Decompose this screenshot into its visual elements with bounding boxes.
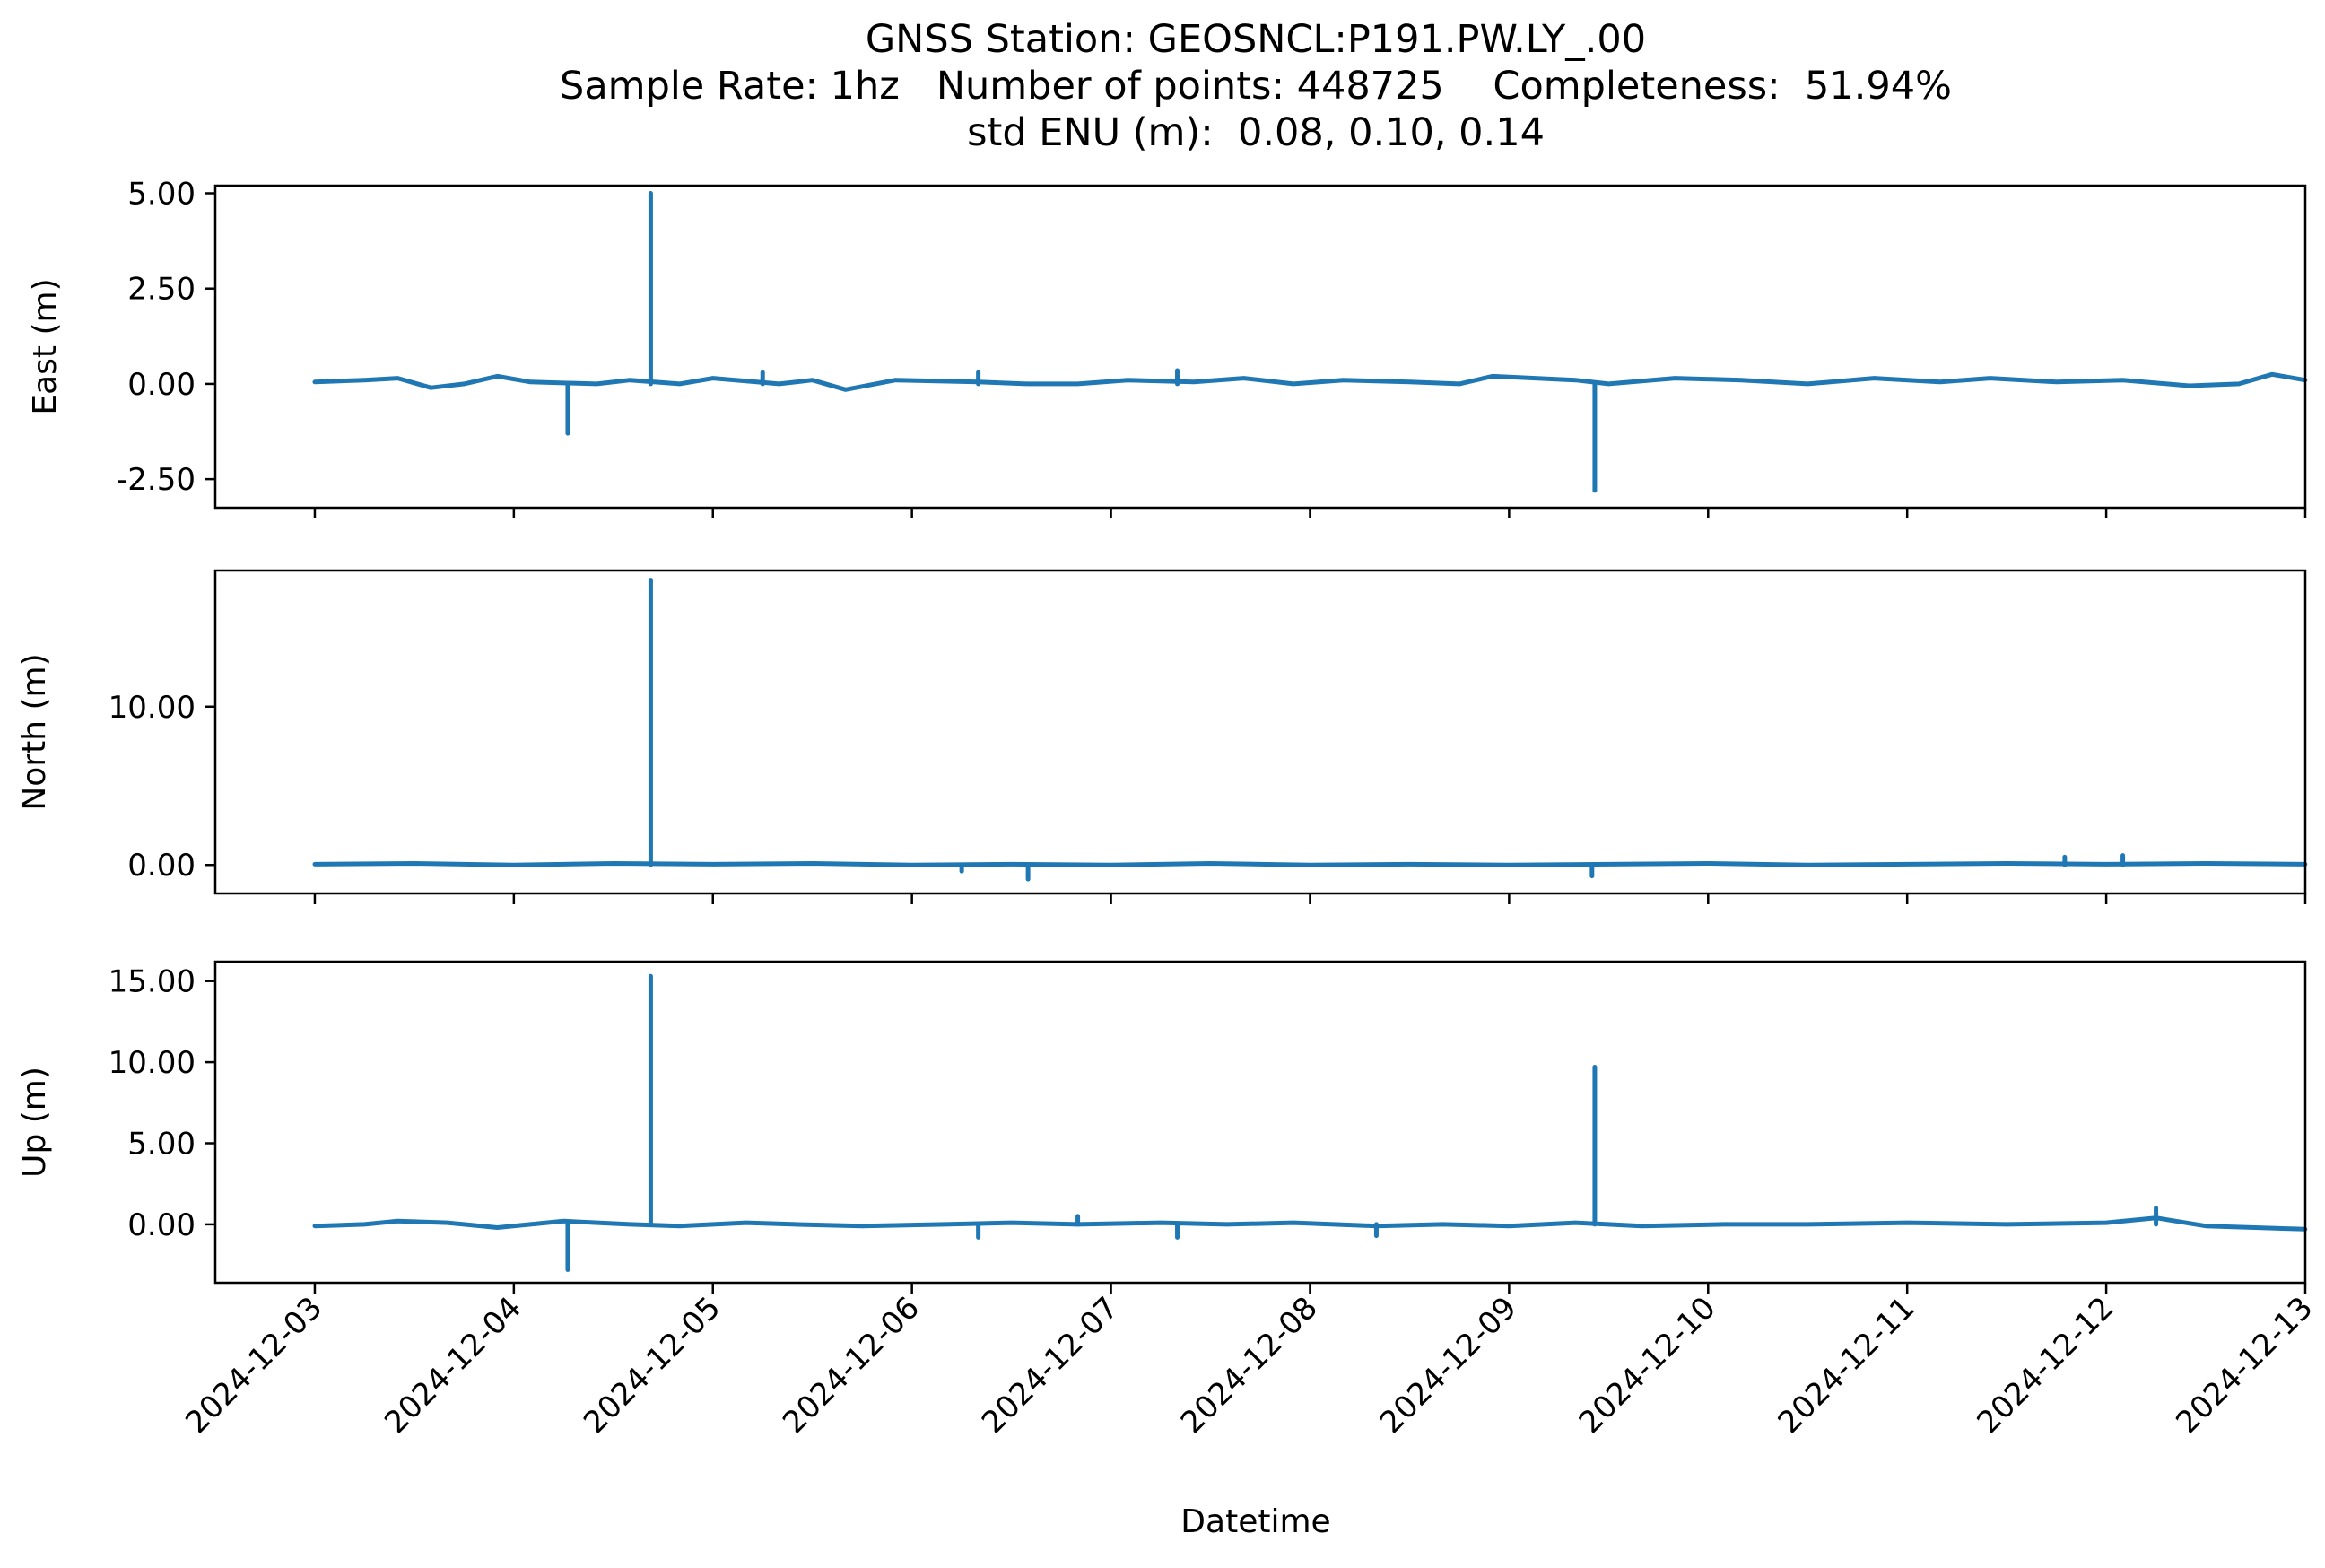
x-tick-label: 2024-12-13 — [2169, 1290, 2320, 1441]
panels-group: 5.00 2.50 0.00 -2.50 East (m) 10.00 0.00 North … — [16, 176, 2320, 1441]
panel-north: 10.00 0.00 North (m) — [16, 569, 2308, 904]
y-axis-label: North (m) — [16, 653, 53, 810]
title-sample-info: Sample Rate: 1hz Number of points: 44872… — [560, 64, 1952, 109]
y-tick-label: 0.00 — [127, 1207, 196, 1243]
x-tick-label: 2024-12-11 — [1772, 1290, 1922, 1441]
y-axis-label: Up (m) — [16, 1067, 53, 1178]
panel-east: 5.00 2.50 0.00 -2.50 East (m) — [27, 176, 2308, 518]
x-tick-label: 2024-12-06 — [776, 1290, 927, 1441]
x-tick-label: 2024-12-05 — [577, 1290, 727, 1441]
x-tick-label: 2024-12-07 — [975, 1290, 1126, 1441]
series-line — [312, 861, 2308, 867]
x-tick-label: 2024-12-04 — [378, 1290, 528, 1441]
y-tick-label: 5.00 — [127, 1127, 196, 1163]
axes-frame — [213, 569, 2307, 895]
y-tick-label: 0.00 — [127, 367, 196, 403]
x-axis-label: Datetime — [1180, 1503, 1330, 1540]
x-tick-label: 2024-12-08 — [1174, 1290, 1325, 1441]
y-tick-label: 15.00 — [109, 964, 196, 1000]
y-tick-label: -2.50 — [117, 462, 196, 498]
x-tick-label: 2024-12-09 — [1373, 1290, 1524, 1441]
x-tick-label: 2024-12-10 — [1572, 1290, 1723, 1441]
title-std-enu: std ENU (m): 0.08, 0.10, 0.14 — [967, 110, 1545, 155]
y-tick-label: 2.50 — [127, 272, 196, 308]
axes-frame — [213, 960, 2307, 1285]
x-tick-label: 2024-12-12 — [1970, 1290, 2120, 1441]
panel-up: 15.00 10.00 5.00 0.00 Up (m) 2024-12-03 2024-1… — [16, 960, 2320, 1441]
series-line — [312, 371, 2308, 392]
x-tick-label: 2024-12-03 — [179, 1290, 329, 1441]
y-tick-label: 0.00 — [127, 848, 196, 884]
y-axis-label: East (m) — [27, 278, 64, 414]
y-tick-label: 10.00 — [109, 690, 196, 726]
title-station: GNSS Station: GEOSNCL:P191.PW.LY_.00 — [865, 17, 1647, 62]
chart-title: GNSS Station: GEOSNCL:P191.PW.LY_.00 Sam… — [0, 16, 2325, 156]
axes-frame — [213, 184, 2307, 510]
y-tick-label: 10.00 — [109, 1045, 196, 1081]
y-tick-label: 5.00 — [127, 176, 196, 212]
series-line — [312, 1215, 2308, 1232]
